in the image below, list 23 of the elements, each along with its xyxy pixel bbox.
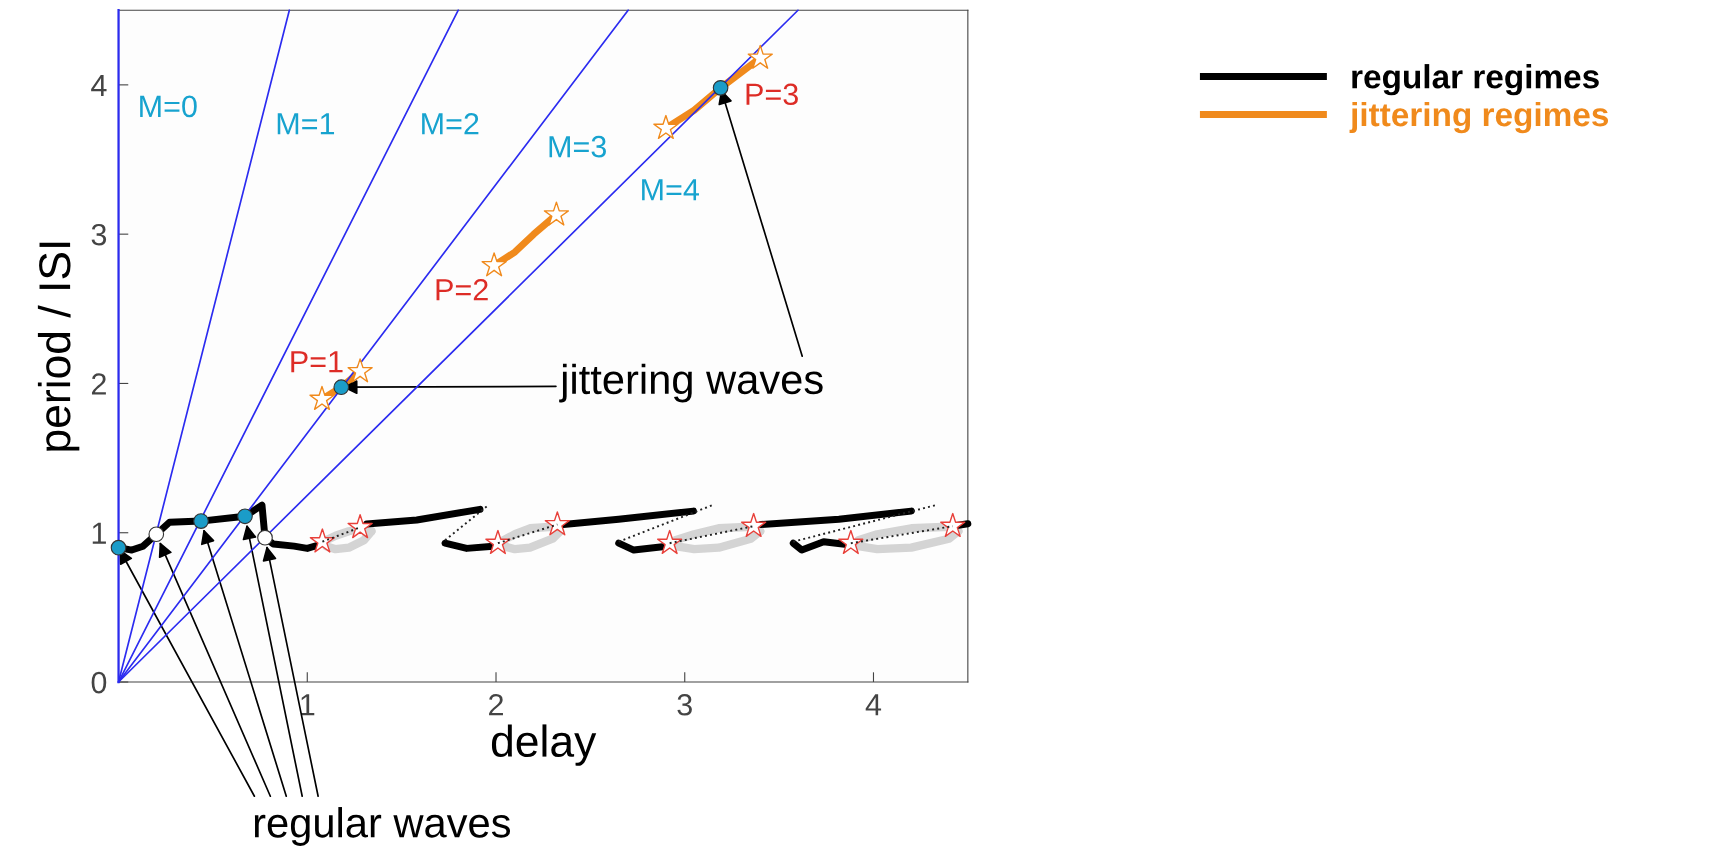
x-tick-label: 1 <box>301 694 315 716</box>
annotation: M=2 <box>422 113 479 135</box>
annotation: P=2 <box>436 278 488 301</box>
annotation: P=1 <box>291 351 343 373</box>
annotation: regular waves <box>254 807 511 846</box>
y-tick-label: 2 <box>91 373 106 395</box>
x-tick-label: 3 <box>677 693 692 716</box>
y-axis-title: period / ISI <box>37 242 80 451</box>
annotation: P=3 <box>746 83 798 106</box>
x-tick-label: 2 <box>489 693 503 716</box>
y-tick-label: 4 <box>91 74 107 96</box>
y-tick-label: 3 <box>91 223 107 246</box>
legend-label: jittering regimes <box>1349 101 1609 134</box>
annotation: M=4 <box>642 179 699 201</box>
annotation: M=1 <box>277 113 335 135</box>
x-tick-label: 4 <box>865 694 882 716</box>
legend-label: regular regimes <box>1352 64 1599 96</box>
annotation: jittering waves <box>559 363 823 403</box>
annotation: M=3 <box>549 135 606 158</box>
y-tick-label: 0 <box>91 671 107 694</box>
y-tick-label: 1 <box>92 522 106 544</box>
annotation: M=0 <box>140 95 197 118</box>
x-axis-title: delay <box>491 724 597 766</box>
